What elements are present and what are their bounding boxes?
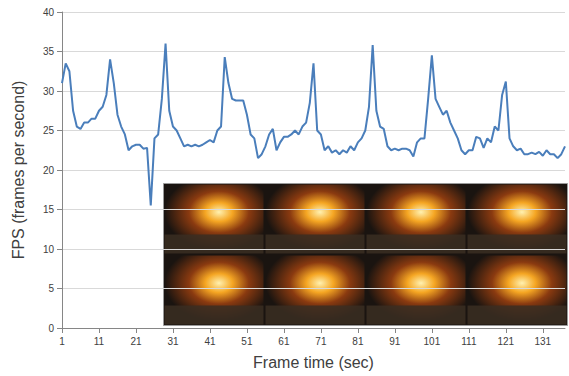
- svg-text:Frame time (sec): Frame time (sec): [253, 354, 374, 371]
- svg-text:10: 10: [43, 244, 55, 255]
- svg-text:1: 1: [59, 336, 65, 347]
- svg-text:35: 35: [43, 46, 55, 57]
- svg-text:15: 15: [43, 204, 55, 215]
- svg-text:51: 51: [241, 336, 253, 347]
- svg-text:91: 91: [389, 336, 401, 347]
- svg-text:20: 20: [43, 165, 55, 176]
- svg-text:5: 5: [48, 283, 54, 294]
- svg-text:41: 41: [204, 336, 216, 347]
- svg-text:81: 81: [352, 336, 364, 347]
- svg-text:40: 40: [43, 7, 55, 18]
- svg-text:30: 30: [43, 86, 55, 97]
- svg-text:111: 111: [461, 336, 477, 347]
- svg-text:25: 25: [43, 125, 55, 136]
- svg-text:31: 31: [167, 336, 179, 347]
- svg-text:61: 61: [278, 336, 290, 347]
- svg-text:101: 101: [424, 336, 441, 347]
- svg-text:71: 71: [315, 336, 327, 347]
- svg-text:21: 21: [130, 336, 142, 347]
- svg-text:FPS (frames per second): FPS (frames per second): [10, 81, 27, 260]
- svg-text:11: 11: [94, 336, 105, 347]
- svg-text:0: 0: [48, 323, 54, 334]
- svg-text:131: 131: [534, 336, 551, 347]
- svg-text:121: 121: [497, 336, 514, 347]
